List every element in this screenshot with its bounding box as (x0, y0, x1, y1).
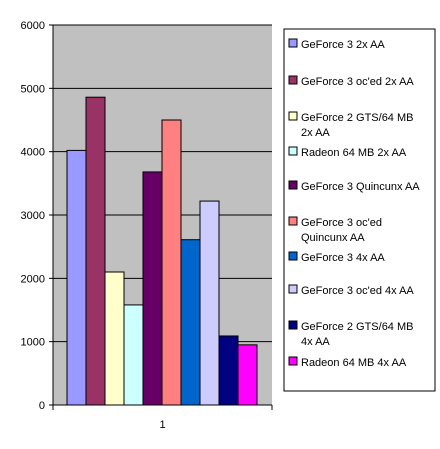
legend-label-1: GeForce 3 2x AA (301, 39, 385, 51)
y-tick-label-6000: 6000 (21, 20, 45, 32)
y-tick-label-1000: 1000 (21, 337, 45, 349)
legend-swatch-9 (288, 320, 298, 330)
legend-swatch-6 (288, 216, 298, 226)
bar-3 (104, 271, 125, 406)
y-tick-label-3000: 3000 (21, 210, 45, 222)
legend-label-3: GeForce 2 GTS/64 MB 2x AA (301, 112, 413, 139)
y-tick-label-4000: 4000 (21, 147, 45, 159)
legend-label-4: Radeon 64 MB 2x AA (301, 147, 407, 159)
legend-swatch-2 (288, 75, 298, 85)
legend-label-9: GeForce 2 GTS/64 MB 4x AA (301, 321, 413, 348)
legend-label-8: GeForce 3 oc'ed 4x AA (301, 285, 414, 297)
x-tick-label-1: 1 (159, 419, 165, 431)
bar-7 (180, 239, 201, 406)
axes (49, 24, 273, 410)
legend-swatch-1 (288, 38, 298, 48)
y-tick-labels: 0 1000 2000 3000 4000 5000 6000 (21, 20, 45, 412)
bar-8 (199, 200, 220, 406)
legend-label-10: Radeon 64 MB 4x AA (301, 357, 407, 369)
y-tick-label-2000: 2000 (21, 273, 45, 285)
legend-swatch-3 (288, 111, 298, 121)
legend-label-2: GeForce 3 oc'ed 2x AA (301, 76, 414, 88)
legend-swatch-4 (288, 146, 298, 156)
legend-label-7: GeForce 3 4x AA (301, 252, 385, 264)
y-tick-label-5000: 5000 (21, 83, 45, 95)
bar-9 (218, 335, 239, 406)
legend-label-5: GeForce 3 Quincunx AA (301, 181, 420, 193)
bar-10 (237, 344, 258, 406)
bars (66, 96, 258, 406)
legend-swatch-8 (288, 284, 298, 294)
legend-swatch-10 (288, 356, 298, 366)
bar-6 (161, 119, 182, 406)
y-tick-label-0: 0 (39, 400, 45, 412)
bar-1 (66, 149, 87, 406)
bar-2 (85, 96, 106, 406)
legend: GeForce 3 2x AA GeForce 3 oc'ed 2x AA GeFo… (283, 28, 436, 392)
bar-5 (142, 171, 163, 406)
bar-4 (123, 304, 144, 406)
legend-swatch-5 (288, 180, 298, 190)
legend-label-6: GeForce 3 oc'ed Quincunx AA (301, 217, 382, 244)
x-tick-labels: 1 (159, 419, 165, 431)
legend-box (283, 28, 436, 392)
legend-swatch-7 (288, 251, 298, 261)
